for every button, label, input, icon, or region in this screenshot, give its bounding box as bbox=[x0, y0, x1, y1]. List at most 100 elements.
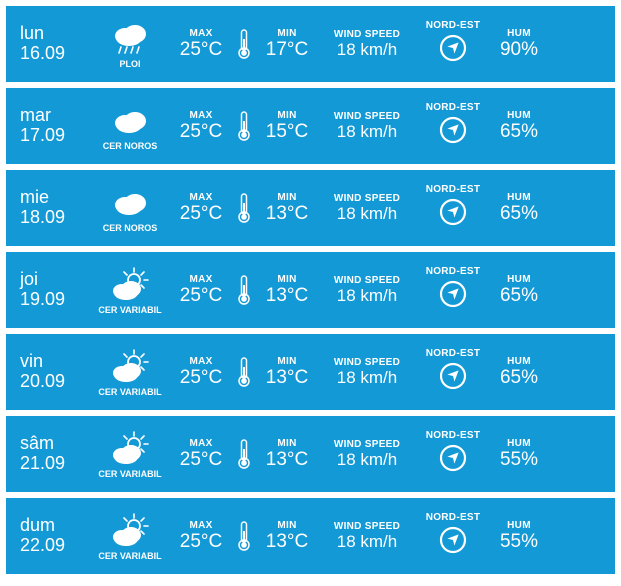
max-temp-column: MAX 25°C bbox=[168, 356, 234, 389]
humidity-value: 65% bbox=[500, 203, 538, 225]
humidity-column: HUM 65% bbox=[492, 356, 546, 389]
humidity-value: 55% bbox=[500, 449, 538, 471]
day-name: sâm bbox=[20, 434, 92, 454]
wind-speed-label: WIND SPEED bbox=[334, 275, 400, 286]
humidity-label: HUM bbox=[507, 192, 531, 203]
max-temp-column: MAX 25°C bbox=[168, 520, 234, 553]
humidity-column: HUM 90% bbox=[492, 28, 546, 61]
max-value: 25°C bbox=[180, 531, 222, 553]
condition-column: CER VARIABIL bbox=[92, 429, 168, 479]
wind-speed-column: WIND SPEED 18 km/h bbox=[320, 357, 414, 388]
wind-speed-value: 18 km/h bbox=[337, 40, 397, 60]
wind-dir-label: NORD-EST bbox=[426, 430, 481, 441]
day-name: vin bbox=[20, 352, 92, 372]
wind-dir-column: NORD-EST bbox=[414, 184, 492, 232]
thermometer-icon bbox=[234, 191, 254, 225]
day-name: joi bbox=[20, 270, 92, 290]
wind-speed-label: WIND SPEED bbox=[334, 521, 400, 532]
compass-icon bbox=[438, 197, 468, 232]
wind-speed-label: WIND SPEED bbox=[334, 111, 400, 122]
wind-dir-column: NORD-EST bbox=[414, 20, 492, 68]
humidity-label: HUM bbox=[507, 28, 531, 39]
wind-speed-column: WIND SPEED 18 km/h bbox=[320, 29, 414, 60]
min-label: MIN bbox=[277, 192, 296, 203]
min-value: 13°C bbox=[266, 367, 308, 389]
wind-dir-column: NORD-EST bbox=[414, 266, 492, 314]
min-label: MIN bbox=[277, 110, 296, 121]
min-label: MIN bbox=[277, 356, 296, 367]
wind-speed-label: WIND SPEED bbox=[334, 193, 400, 204]
wind-speed-value: 18 km/h bbox=[337, 532, 397, 552]
humidity-value: 65% bbox=[500, 285, 538, 307]
day-column: lun 16.09 bbox=[20, 24, 92, 64]
thermometer-icon bbox=[234, 519, 254, 553]
min-temp-column: MIN 13°C bbox=[254, 192, 320, 225]
day-column: vin 20.09 bbox=[20, 352, 92, 392]
day-date: 16.09 bbox=[20, 44, 92, 64]
wind-speed-value: 18 km/h bbox=[337, 204, 397, 224]
condition-column: PLOI bbox=[92, 19, 168, 69]
thermometer-icon bbox=[234, 109, 254, 143]
min-value: 13°C bbox=[266, 203, 308, 225]
max-label: MAX bbox=[189, 274, 212, 285]
wind-dir-column: NORD-EST bbox=[414, 430, 492, 478]
max-temp-column: MAX 25°C bbox=[168, 438, 234, 471]
condition-column: CER NOROS bbox=[92, 101, 168, 151]
min-label: MIN bbox=[277, 438, 296, 449]
min-value: 17°C bbox=[266, 39, 308, 61]
max-temp-column: MAX 25°C bbox=[168, 274, 234, 307]
day-date: 21.09 bbox=[20, 454, 92, 474]
day-column: mar 17.09 bbox=[20, 106, 92, 146]
forecast-row[interactable]: vin 20.09 CER VARIABIL MAX 25°C bbox=[6, 334, 615, 410]
wind-speed-label: WIND SPEED bbox=[334, 439, 400, 450]
wind-speed-column: WIND SPEED 18 km/h bbox=[320, 275, 414, 306]
day-column: joi 19.09 bbox=[20, 270, 92, 310]
partly-icon bbox=[108, 511, 152, 551]
min-label: MIN bbox=[277, 28, 296, 39]
wind-speed-column: WIND SPEED 18 km/h bbox=[320, 521, 414, 552]
forecast-row[interactable]: mar 17.09 CER NOROS MAX 25°C MIN 15°C WI… bbox=[6, 88, 615, 164]
forecast-row[interactable]: lun 16.09 PLOI MAX 25°C MIN bbox=[6, 6, 615, 82]
compass-icon bbox=[438, 525, 468, 560]
compass-icon bbox=[438, 443, 468, 478]
rain-icon bbox=[109, 19, 151, 59]
humidity-label: HUM bbox=[507, 356, 531, 367]
day-name: mie bbox=[20, 188, 92, 208]
max-value: 25°C bbox=[180, 121, 222, 143]
day-name: lun bbox=[20, 24, 92, 44]
day-date: 20.09 bbox=[20, 372, 92, 392]
condition-label: CER NOROS bbox=[103, 224, 158, 233]
max-value: 25°C bbox=[180, 203, 222, 225]
humidity-column: HUM 55% bbox=[492, 520, 546, 553]
cloudy-icon bbox=[109, 101, 151, 141]
partly-icon bbox=[108, 347, 152, 387]
wind-speed-value: 18 km/h bbox=[337, 286, 397, 306]
humidity-column: HUM 65% bbox=[492, 110, 546, 143]
humidity-label: HUM bbox=[507, 274, 531, 285]
wind-speed-value: 18 km/h bbox=[337, 450, 397, 470]
forecast-row[interactable]: joi 19.09 CER VARIABIL MAX 25°C bbox=[6, 252, 615, 328]
min-value: 13°C bbox=[266, 449, 308, 471]
condition-column: CER VARIABIL bbox=[92, 511, 168, 561]
condition-label: CER VARIABIL bbox=[98, 470, 161, 479]
wind-speed-value: 18 km/h bbox=[337, 122, 397, 142]
day-column: dum 22.09 bbox=[20, 516, 92, 556]
forecast-row[interactable]: mie 18.09 CER NOROS MAX 25°C MIN 13°C WI… bbox=[6, 170, 615, 246]
min-temp-column: MIN 13°C bbox=[254, 438, 320, 471]
max-temp-column: MAX 25°C bbox=[168, 192, 234, 225]
wind-dir-column: NORD-EST bbox=[414, 348, 492, 396]
max-temp-column: MAX 25°C bbox=[168, 110, 234, 143]
min-temp-column: MIN 13°C bbox=[254, 356, 320, 389]
humidity-value: 65% bbox=[500, 121, 538, 143]
humidity-value: 65% bbox=[500, 367, 538, 389]
wind-speed-column: WIND SPEED 18 km/h bbox=[320, 439, 414, 470]
humidity-label: HUM bbox=[507, 110, 531, 121]
forecast-row[interactable]: dum 22.09 CER VARIABIL MAX 25°C bbox=[6, 498, 615, 574]
forecast-row[interactable]: sâm 21.09 CER VARIABIL MAX 25°C bbox=[6, 416, 615, 492]
partly-icon bbox=[108, 265, 152, 305]
min-temp-column: MIN 15°C bbox=[254, 110, 320, 143]
day-date: 18.09 bbox=[20, 208, 92, 228]
day-name: mar bbox=[20, 106, 92, 126]
max-label: MAX bbox=[189, 520, 212, 531]
humidity-column: HUM 65% bbox=[492, 274, 546, 307]
